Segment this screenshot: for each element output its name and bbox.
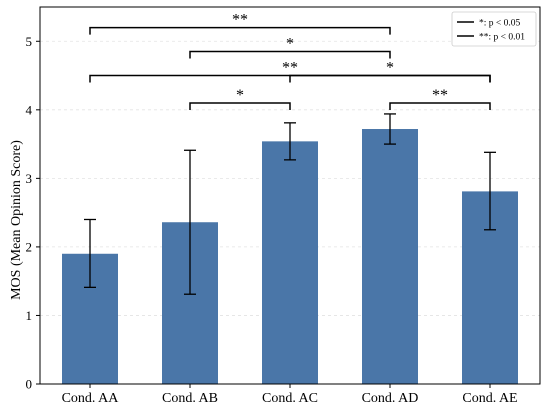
- error-bar-layer: [84, 113, 496, 295]
- x-tick-label: Cond. AD: [362, 391, 419, 406]
- significance-bracket: *: [189, 87, 291, 110]
- significance-bracket: **: [389, 87, 491, 110]
- y-tick-label: 0: [26, 377, 33, 392]
- bracket-line: [189, 102, 291, 110]
- x-tick-label: Cond. AC: [262, 391, 318, 406]
- legend-entry: **: p < 0.01: [457, 33, 525, 43]
- error-bar: [84, 218, 96, 289]
- y-tick-label: 3: [26, 171, 33, 186]
- y-axis-label: MOS (Mean Opinion Score): [9, 140, 24, 300]
- bar-layer: [62, 129, 518, 384]
- significance-label: **: [232, 12, 248, 29]
- bracket-line: [89, 26, 391, 35]
- error-bar: [484, 151, 496, 231]
- significance-bracket: *: [189, 36, 391, 59]
- x-tick-label: Cond. AB: [162, 391, 218, 406]
- bar: [262, 141, 318, 384]
- legend-label: *: p < 0.05: [479, 19, 520, 29]
- y-tick-label: 4: [26, 102, 33, 117]
- significance-label: *: [286, 36, 294, 53]
- legend-entry: *: p < 0.05: [457, 19, 520, 29]
- legend-box: [451, 11, 537, 47]
- significance-label: **: [282, 60, 298, 77]
- error-bar: [384, 113, 396, 145]
- error-bar: [184, 149, 196, 295]
- axis-layer: 0 1 2 3 4 5 Cond. AA Cond. AB Cond. AC Cond. AD Co…: [26, 6, 541, 406]
- significance-layer: ***** ** **: [89, 12, 491, 110]
- bracket-line: [389, 102, 491, 110]
- y-tick-label: 2: [26, 239, 33, 254]
- significance-bracket: *: [289, 60, 491, 83]
- significance-label: *: [386, 60, 394, 77]
- legend-label: **: p < 0.01: [479, 33, 525, 43]
- legend: *: p < 0.05 **: p < 0.01: [451, 11, 537, 47]
- significance-label: *: [236, 87, 244, 104]
- error-bar: [284, 122, 296, 161]
- bar: [362, 129, 418, 384]
- x-tick-label: Cond. AE: [462, 391, 517, 406]
- significance-label: **: [432, 87, 448, 104]
- y-tick-label: 5: [26, 34, 33, 49]
- y-tick-label: 1: [26, 308, 33, 323]
- bracket-line: [189, 50, 391, 59]
- bracket-line: [289, 74, 491, 83]
- x-tick-label: Cond. AA: [62, 391, 120, 406]
- significance-bracket: **: [89, 12, 391, 35]
